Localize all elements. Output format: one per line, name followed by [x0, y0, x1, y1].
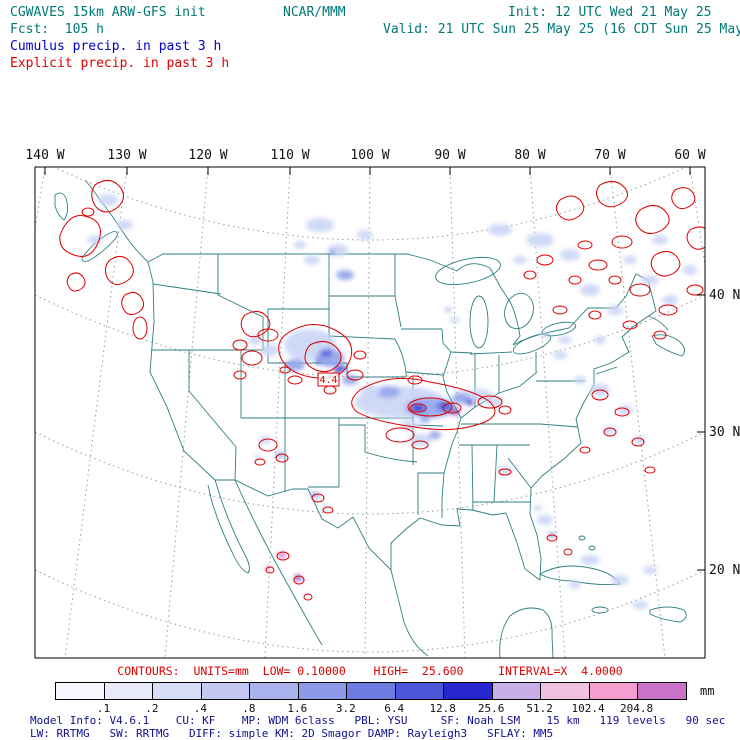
lon-label: 70 W [594, 148, 625, 163]
colorbar-cell [491, 683, 541, 699]
colorbar-cells [55, 682, 687, 700]
colorbar-cell [346, 683, 395, 699]
map-canvas: 4.4 140 W 130 W 120 W 110 W 100 W 90 W 8… [25, 148, 740, 659]
lon-label: 100 W [350, 148, 389, 163]
org-label: NCAR/MMM [283, 5, 346, 20]
lon-label: 120 W [188, 148, 227, 163]
colorbar-cell [152, 683, 201, 699]
colorbar-cell [103, 683, 153, 699]
colorbar-cell [249, 683, 298, 699]
colorbar-tick-label: .2 [145, 702, 159, 715]
colorbar-tick-label: 1.6 [287, 702, 308, 715]
colorbar-tick-label: 204.8 [619, 702, 654, 715]
colorbar-cell [394, 683, 444, 699]
colorbar-tick-label: 6.4 [384, 702, 405, 715]
colorbar-cell [443, 683, 492, 699]
axis-ticks [44, 167, 705, 571]
colorbar-tick-label: .1 [96, 702, 111, 715]
contour-info-line: CONTOURS: UNITS=mm LOW= 0.10000 HIGH= 25… [117, 664, 623, 678]
colorbar: .1.2.4.8 1.6 3.2 6.4 12.8 25.6 51.2 102.4 204.8 … [55, 682, 740, 716]
model-info-line2: LW: RRTMG SW: RRTMG DIFF: simple KM: 2D … [30, 727, 554, 740]
precip-shading [88, 194, 697, 609]
max-value-label: 4.4 [319, 375, 337, 386]
lon-label: 60 W [674, 148, 705, 163]
great-lakes [435, 256, 577, 355]
cumulus-precip-label: Cumulus precip. in past 3 h [10, 39, 222, 54]
lat-label: 40 N [709, 288, 740, 303]
colorbar-cell [297, 683, 347, 699]
colorbar-tick-label: .4 [193, 702, 207, 715]
init-time-label: Init: 12 UTC Wed 21 May 25 [508, 5, 712, 20]
model-info-line1: Model Info: V4.6.1 CU: KF MP: WDM 6class… [30, 714, 726, 727]
us-coastline [147, 253, 657, 581]
colorbar-tick-label: 102.4 [571, 702, 605, 715]
colorbar-cell [637, 683, 686, 699]
max-value-annotation: 4.4 [317, 372, 340, 387]
latitude-axis: 40 N 30 N 20 N [709, 288, 740, 578]
explicit-precip-label: Explicit precip. in past 3 h [10, 56, 230, 71]
forecast-hour-label: Fcst: 105 h [10, 22, 104, 37]
precip-contours [59, 180, 705, 601]
colorbar-cell [200, 683, 250, 699]
colorbar-tick-label: 3.2 [335, 702, 356, 715]
colorbar-unit-label: mm [700, 684, 715, 698]
colorbar-ticks: .1 .2 .4 .8 1.6 3.2 6.4 12.8 25.6 51.2 102.4 204.8 [55, 702, 685, 715]
colorbar-cell [56, 683, 104, 699]
lat-label: 30 N [709, 425, 740, 440]
basemap-outlines [54, 179, 687, 658]
colorbar-tick-label: 12.8 [429, 702, 456, 715]
colorbar-tick-label: .8 [242, 702, 256, 715]
valid-time-label: Valid: 21 UTC Sun 25 May 25 (16 CDT Sun … [383, 22, 740, 37]
foreign-coastlines [54, 179, 687, 658]
longitude-axis: 140 W 130 W 120 W 110 W 100 W 90 W 80 W … [25, 148, 705, 163]
lon-label: 80 W [514, 148, 545, 163]
lon-label: 90 W [434, 148, 465, 163]
lon-label: 140 W [25, 148, 64, 163]
colorbar-tick-label: 51.2 [526, 702, 553, 715]
lon-label: 130 W [107, 148, 146, 163]
colorbar-cell [540, 683, 589, 699]
colorbar-cell [588, 683, 638, 699]
lon-label: 110 W [270, 148, 309, 163]
lat-label: 20 N [709, 563, 740, 578]
page-title: CGWAVES 15km ARW-GFS init [10, 5, 206, 20]
colorbar-tick-label: 25.6 [477, 702, 505, 715]
